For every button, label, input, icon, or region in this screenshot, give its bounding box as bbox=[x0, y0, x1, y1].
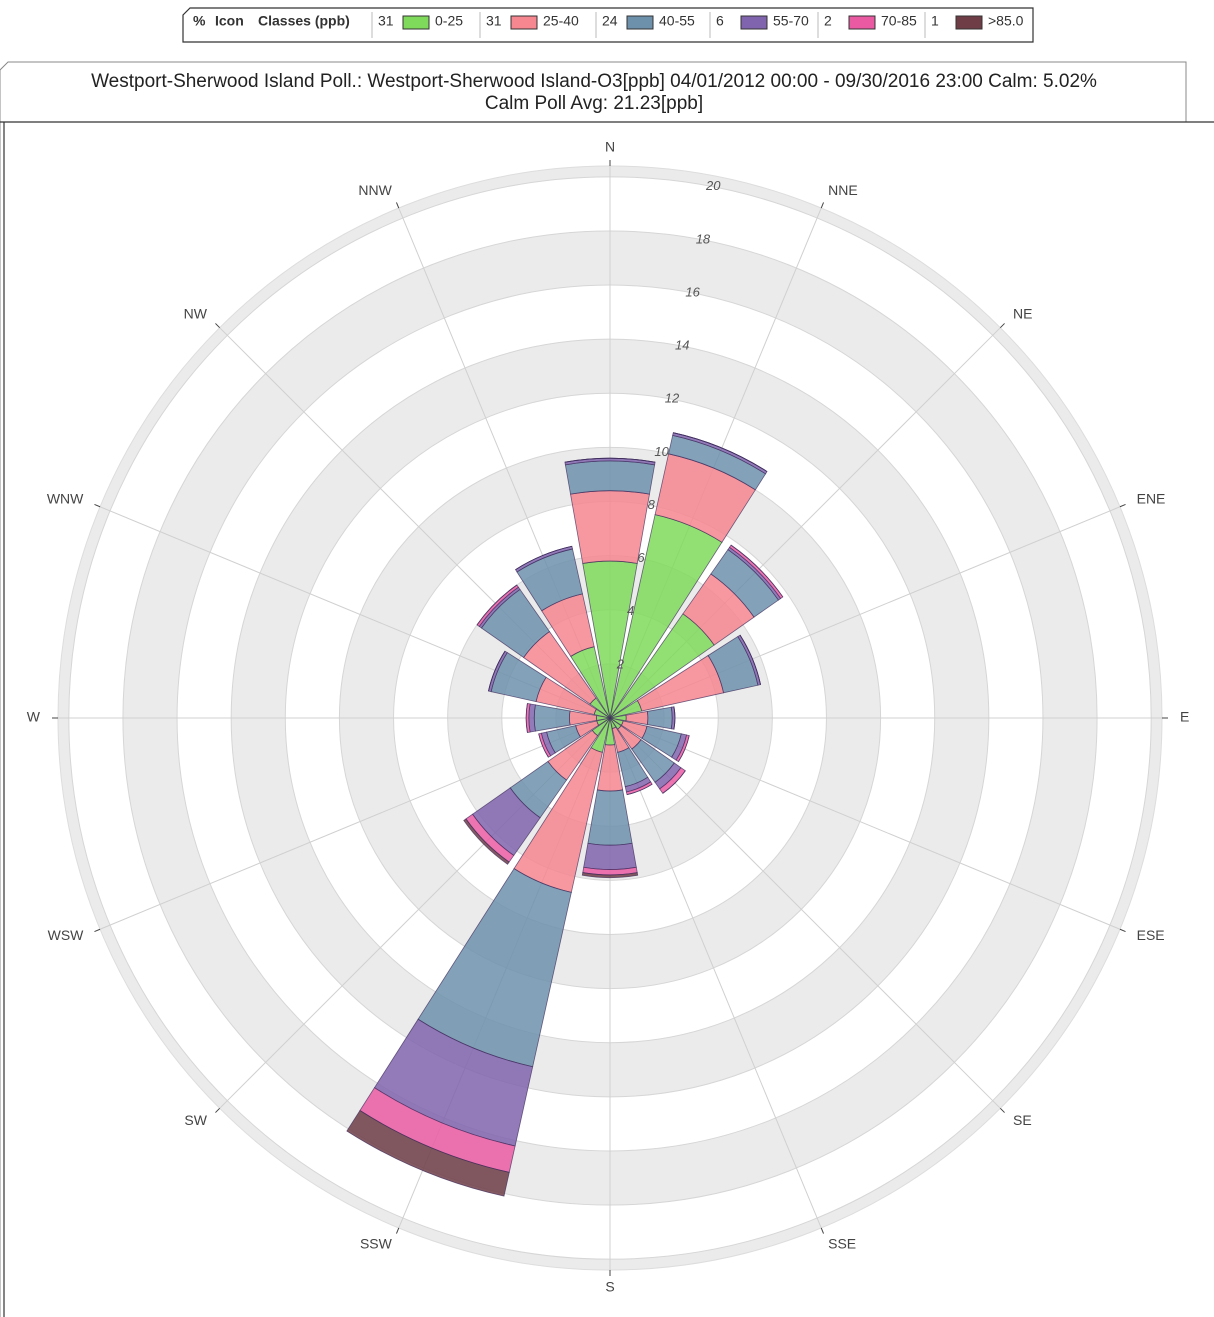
legend-swatch bbox=[402, 15, 430, 30]
title-frame bbox=[0, 61, 1187, 1317]
direction-label: SW bbox=[184, 1112, 207, 1128]
radial-tick-label: 2 bbox=[616, 656, 625, 671]
radial-tick-label: 10 bbox=[654, 444, 669, 459]
legend: % Icon Classes (ppb) 31 0-25 31 25-40 24 40-55 6 5… bbox=[182, 7, 1034, 43]
direction-label: NE bbox=[1013, 306, 1032, 322]
rose-segment bbox=[739, 634, 761, 685]
chart-subtitle: Calm Poll Avg: 21.23[ppb] bbox=[485, 93, 703, 114]
radial-tick-label: 12 bbox=[665, 391, 680, 406]
rose-segment bbox=[476, 584, 518, 626]
legend-label: 55-70 bbox=[773, 13, 809, 29]
direction-label: S bbox=[605, 1279, 614, 1295]
spoke-tick bbox=[396, 202, 400, 209]
radial-tick-label: 16 bbox=[685, 284, 700, 299]
legend-percent: 31 bbox=[486, 13, 502, 29]
spoke-tick bbox=[1119, 928, 1126, 932]
spoke bbox=[609, 717, 1121, 930]
legend-percent: 1 bbox=[931, 13, 939, 29]
legend-header: Classes (ppb) bbox=[258, 13, 350, 29]
spoke-tick bbox=[999, 1107, 1005, 1113]
direction-label: ENE bbox=[1137, 491, 1166, 507]
rose-segment bbox=[564, 460, 656, 495]
chart-title: Westport-Sherwood Island Poll.: Westport… bbox=[91, 71, 1097, 92]
legend-percent: 2 bbox=[824, 13, 832, 29]
spoke-tick bbox=[999, 323, 1005, 329]
legend-percent: 6 bbox=[716, 13, 724, 29]
legend-label: 25-40 bbox=[543, 13, 579, 29]
legend-swatch bbox=[626, 15, 654, 30]
legend-header: Icon bbox=[215, 13, 244, 29]
legend-swatch bbox=[848, 15, 876, 30]
direction-label: N bbox=[605, 139, 615, 155]
spoke-tick bbox=[94, 504, 101, 508]
legend-swatch bbox=[510, 15, 538, 30]
rose-segment bbox=[538, 733, 549, 758]
legend-label: 70-85 bbox=[881, 13, 917, 29]
legend-percent: 31 bbox=[378, 13, 394, 29]
legend-box bbox=[182, 7, 1034, 43]
direction-label: SSE bbox=[828, 1235, 856, 1251]
radial-tick-label: 20 bbox=[705, 178, 721, 193]
direction-label: NNE bbox=[828, 182, 858, 198]
direction-label: W bbox=[27, 709, 41, 725]
legend-swatch bbox=[740, 15, 768, 30]
spoke-tick bbox=[215, 1107, 221, 1113]
rose-segment bbox=[581, 872, 639, 879]
rose-segment bbox=[646, 706, 673, 730]
plot-area: N NNE NE ENE E ESE SE SSE S SSW SW WSW W WNW NW NNW 2 4 6 8… bbox=[27, 139, 1190, 1295]
legend-label: 40-55 bbox=[659, 13, 695, 29]
rose-segment bbox=[346, 1109, 510, 1197]
spoke-tick bbox=[396, 1227, 400, 1234]
legend-label: 0-25 bbox=[435, 13, 463, 29]
spoke-tick bbox=[820, 202, 824, 209]
rose-segment bbox=[463, 818, 510, 865]
legend-percent: 24 bbox=[602, 13, 618, 29]
spoke-tick bbox=[1119, 504, 1126, 508]
rose-segment bbox=[673, 432, 768, 472]
radial-tick-label: 8 bbox=[648, 497, 656, 512]
direction-label: WSW bbox=[48, 927, 85, 943]
rose-segment bbox=[673, 706, 676, 730]
direction-label: E bbox=[1180, 709, 1189, 725]
direction-label: ESE bbox=[1137, 927, 1165, 943]
direction-label: SSW bbox=[360, 1235, 393, 1251]
rose-segment bbox=[583, 842, 637, 870]
legend-swatch bbox=[955, 15, 983, 30]
radial-tick-label: 14 bbox=[675, 338, 689, 353]
spoke-tick bbox=[94, 928, 101, 932]
legend-label: >85.0 bbox=[988, 13, 1024, 29]
radial-tick-label: 18 bbox=[696, 231, 711, 246]
legend-header: % bbox=[193, 13, 206, 29]
spoke bbox=[609, 717, 822, 1229]
radial-tick-label: 6 bbox=[637, 550, 645, 565]
direction-label: SE bbox=[1013, 1112, 1032, 1128]
direction-label: WNW bbox=[47, 491, 84, 507]
radial-tick-label: 4 bbox=[627, 603, 634, 618]
spoke bbox=[99, 717, 611, 930]
rose-segment bbox=[515, 545, 573, 570]
direction-label: NW bbox=[184, 306, 208, 322]
direction-label: NNW bbox=[358, 182, 392, 198]
rose-segment bbox=[678, 735, 690, 762]
spoke-tick bbox=[820, 1227, 824, 1234]
spoke-tick bbox=[215, 323, 221, 329]
rose-segment bbox=[525, 703, 528, 733]
